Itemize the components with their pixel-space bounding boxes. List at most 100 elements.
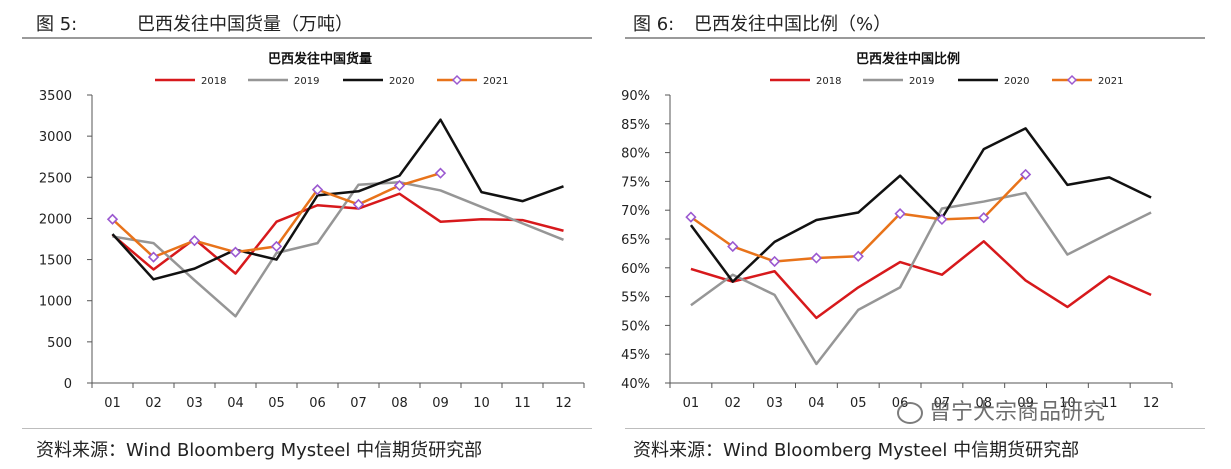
legend-label: 2019 [909,76,934,87]
data-point-2021 [936,213,948,226]
data-point-2021 [393,179,406,192]
y-tick-label: 40% [621,377,650,392]
legend-label: 2021 [483,76,508,87]
x-tick-label: 07 [934,396,951,411]
legend-item-2021: 2021 [437,74,508,87]
y-tick-label: 3500 [39,89,72,104]
y-tick-label: 1500 [39,254,72,269]
legend-label: 2018 [816,76,841,87]
series-line-2019 [690,191,1152,366]
y-tick-label: 70% [621,204,650,219]
x-tick-label: 12 [1143,396,1160,411]
watermark: 曾宁大宗商品研究 [897,394,1105,426]
chart-shipment-volume: 巴西发往中国货量 2018 2019 2020 2021 0 500 1000 1500 2000… [39,51,585,411]
series-line-2018 [690,240,1152,320]
figure-6-label: 图 6: [633,14,675,35]
figure-6-rule [625,37,1205,39]
x-tick-label: 07 [350,396,367,411]
x-tick-label: 02 [724,396,741,411]
wechat-icon [897,402,923,424]
y-tick-label: 0 [64,377,72,392]
figure-5-caption: 巴西发往中国货量（万吨） [136,14,353,35]
chart-shipment-ratio: 巴西发往中国比例 2018 2019 2020 2021 40% 45% 50% 55% 60% 6… [621,51,1173,411]
y-tick-label: 1000 [39,295,72,310]
y-tick-label: 75% [621,175,650,190]
figure-6-caption: 巴西发往中国比例（%） [693,14,892,35]
legend-label: 2018 [201,76,226,87]
legend-item-2019: 2019 [863,76,934,87]
data-point-2021 [270,240,283,253]
data-point-2021 [978,212,990,224]
legend-marker [451,74,463,86]
x-tick-label: 10 [1059,396,1076,411]
y-tick-label: 65% [621,233,650,248]
y-tick-label: 500 [47,336,72,351]
legend-item-2021: 2021 [1052,74,1123,87]
legend-marker [1066,74,1078,86]
y-tick-label: 2000 [39,212,72,227]
data-point-2021 [147,251,160,263]
x-tick-label: 11 [1101,396,1118,411]
legend-label: 2021 [1098,76,1123,87]
x-tick-label: 01 [104,396,121,411]
legend-label: 2019 [294,76,319,87]
figure-6-heading: 图 6: 巴西发往中国比例（%） [633,10,891,36]
figure-6-source-rule [625,428,1205,429]
x-tick-label: 03 [186,396,203,411]
x-tick-label: 05 [850,396,867,411]
data-point-2021 [311,183,324,196]
x-tick-label: 02 [145,396,162,411]
figure-5-heading: 图 5: 巴西发往中国货量（万吨） [36,10,353,36]
x-tick-label: 06 [309,396,326,411]
data-point-2021 [685,211,697,223]
series-line-2020 [689,127,1152,283]
figure-5-source: 资料来源：Wind Bloomberg Mysteel 中信期货研究部 [36,440,483,461]
y-tick-label: 50% [621,319,650,334]
y-tick-label: 3000 [39,130,72,145]
figure-6-source: 资料来源：Wind Bloomberg Mysteel 中信期货研究部 [633,440,1080,461]
legend-item-2018: 2018 [155,76,226,87]
data-point-2021 [768,255,781,268]
y-tick-label: 60% [621,262,650,277]
data-point-2021 [810,252,823,264]
y-tick-label: 80% [621,147,650,162]
x-tick-label: 04 [808,396,825,411]
y-tick-label: 2500 [39,171,72,186]
y-tick-label: 90% [621,89,650,104]
x-tick-label: 03 [766,396,783,411]
legend-label: 2020 [1004,76,1029,87]
series-line-2019 [112,180,564,318]
x-tick-label: 12 [555,396,572,411]
x-tick-label: 04 [227,396,244,411]
chart-title: 巴西发往中国比例 [856,51,960,67]
data-point-2021 [229,246,242,258]
figure-5-rule [22,37,592,39]
x-tick-label: 10 [473,396,490,411]
data-point-2021 [852,250,864,262]
data-point-2021 [894,208,906,220]
x-tick-label: 09 [1017,396,1034,411]
figure-5-source-rule [22,428,592,429]
legend-item-2020: 2020 [343,76,414,87]
data-point-2021 [1019,168,1032,181]
y-tick-label: 45% [621,348,650,363]
data-point-2021 [434,167,447,179]
series-line-2020 [111,118,564,281]
x-tick-label: 09 [432,396,449,411]
legend-item-2019: 2019 [248,76,319,87]
data-point-2021 [727,240,739,253]
watermark-text: 曾宁大宗商品研究 [929,400,1106,425]
data-point-2021 [352,198,365,211]
y-tick-label: 55% [621,291,650,306]
x-tick-label: 08 [391,396,408,411]
figure-6-panel: 图 6: 巴西发往中国比例（%） 巴西发往中国比例 2018 2019 2020 202… [615,0,1231,469]
figure-5-panel: 图 5: 巴西发往中国货量（万吨） 巴西发往中国货量 2018 2019 2020 20… [0,0,600,469]
figure-5-label: 图 5: [36,14,78,35]
data-point-2021 [188,235,201,247]
series-line-2018 [111,192,564,275]
chart-title: 巴西发往中国货量 [268,51,372,67]
x-tick-label: 11 [514,396,531,411]
data-point-2021 [106,213,119,225]
x-tick-label: 01 [683,396,700,411]
x-tick-label: 05 [268,396,285,411]
